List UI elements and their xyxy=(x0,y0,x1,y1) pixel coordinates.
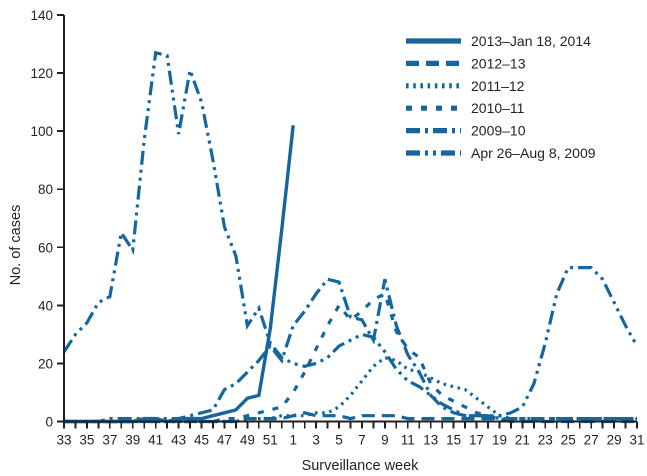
x-tick-label-47: 47 xyxy=(217,433,232,448)
x-tick-label-19: 19 xyxy=(492,433,507,448)
series-line-3 xyxy=(64,355,637,424)
x-tick-label-25: 25 xyxy=(561,433,576,448)
x-tick-label-27: 27 xyxy=(584,433,599,448)
x-tick-label-33: 33 xyxy=(56,433,71,448)
y-tick-label-40: 40 xyxy=(38,298,53,313)
legend-label-3: 2011–12 xyxy=(471,78,525,94)
series-line-5 xyxy=(64,277,637,424)
chart-legend: 2013–Jan 18, 2014 2012–13 2011–12 2010–11 20… xyxy=(406,33,596,161)
x-tick-label-23: 23 xyxy=(538,433,553,448)
x-tick-label-35: 35 xyxy=(79,433,94,448)
x-tick-label-41: 41 xyxy=(148,433,163,448)
x-tick-label-45: 45 xyxy=(194,433,209,448)
legend-label-2: 2012–13 xyxy=(471,55,526,71)
x-axis-title: Surveillance week xyxy=(302,458,420,474)
y-tick-label-20: 20 xyxy=(38,356,53,371)
axis-lines xyxy=(62,15,637,423)
y-tick-label-0: 0 xyxy=(45,415,53,430)
x-tick-label-37: 37 xyxy=(102,433,117,448)
x-tick-label-1: 1 xyxy=(289,433,297,448)
x-tick-label-31: 31 xyxy=(629,433,644,448)
y-tick-label-100: 100 xyxy=(30,124,53,139)
y-tick-label-60: 60 xyxy=(38,240,53,255)
legend-label-1: 2013–Jan 18, 2014 xyxy=(471,33,591,49)
y-tick-label-120: 120 xyxy=(30,66,53,81)
x-tick-label-43: 43 xyxy=(171,433,186,448)
x-tick-label-7: 7 xyxy=(358,433,366,448)
y-tick-label-140: 140 xyxy=(30,8,53,23)
series-line-6 xyxy=(62,50,639,418)
x-tick-label-9: 9 xyxy=(381,433,389,448)
x-tick-label-51: 51 xyxy=(263,433,278,448)
x-tick-label-13: 13 xyxy=(423,433,438,448)
y-axis-title: No. of cases xyxy=(8,205,24,286)
x-tick-label-15: 15 xyxy=(446,433,461,448)
x-tick-label-3: 3 xyxy=(312,433,320,448)
legend-label-5: 2009–10 xyxy=(471,123,526,139)
series-layer xyxy=(62,50,639,424)
x-tick-label-21: 21 xyxy=(515,433,530,448)
series-line-1 xyxy=(64,125,295,424)
x-tick-label-39: 39 xyxy=(125,433,140,448)
y-tick-label-80: 80 xyxy=(38,182,53,197)
x-tick-label-5: 5 xyxy=(335,433,343,448)
legend-label-6: Apr 26–Aug 8, 2009 xyxy=(471,145,596,161)
x-tick-label-49: 49 xyxy=(240,433,255,448)
legend-label-4: 2010–11 xyxy=(471,100,525,116)
x-tick-label-29: 29 xyxy=(607,433,622,448)
x-tick-label-17: 17 xyxy=(469,433,484,448)
axes-layer xyxy=(57,14,638,429)
x-tick-label-11: 11 xyxy=(401,433,415,448)
